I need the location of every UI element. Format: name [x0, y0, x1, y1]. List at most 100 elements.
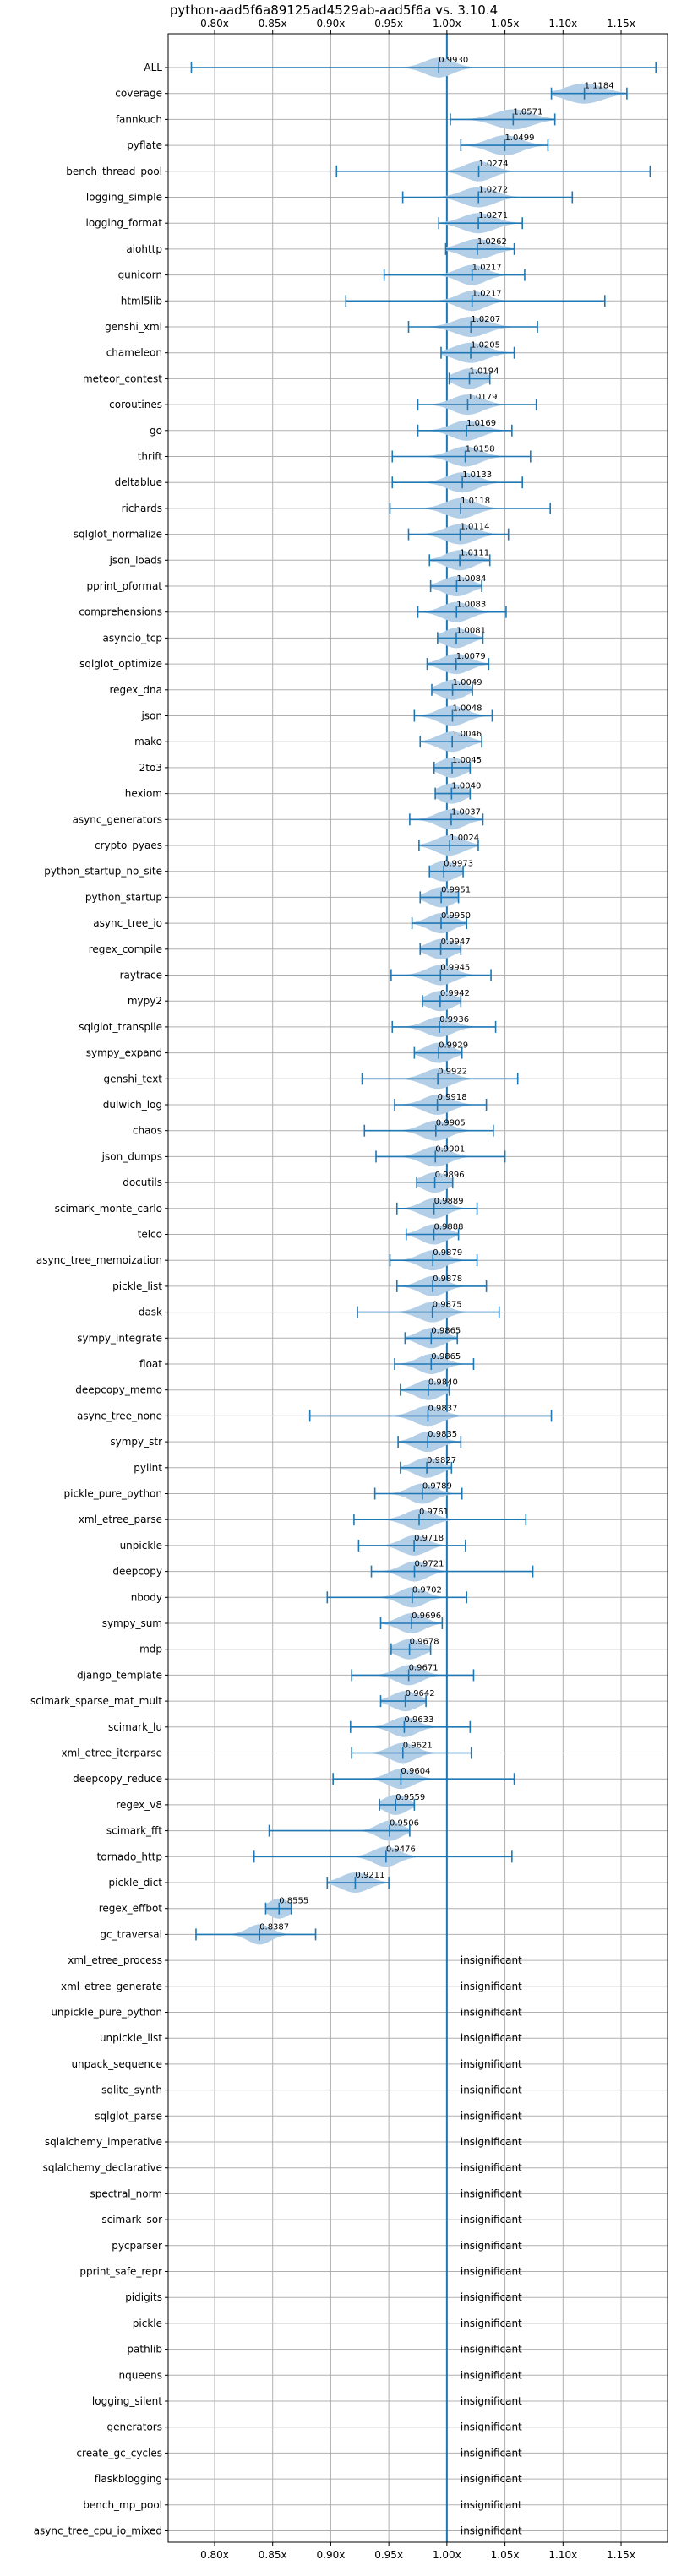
mean-value-label: 0.9671	[409, 1663, 439, 1672]
mean-value-label: 0.9973	[444, 860, 473, 869]
chart-title: python-aad5f6a89125ad4529ab-aad5f6a vs. …	[170, 3, 498, 18]
x-tick-label-bottom: 0.80x	[200, 2549, 229, 2561]
y-tick-label: docutils	[123, 1177, 162, 1188]
y-tick-label: meteor_contest	[83, 372, 162, 384]
y-tick-label: scimark_sor	[101, 2214, 162, 2225]
y-tick-label: telco	[138, 1229, 162, 1241]
insignificant-label: insignificant	[461, 2110, 522, 2122]
mean-value-label: 0.9875	[433, 1301, 462, 1310]
y-tick-label: scimark_monte_carlo	[55, 1203, 162, 1215]
y-tick-label: dask	[139, 1307, 162, 1318]
insignificant-label: insignificant	[461, 2162, 522, 2174]
y-tick-label: sqlglot_parse	[95, 2110, 162, 2122]
mean-value-label: 0.9905	[436, 1119, 466, 1128]
mean-value-label: 1.0083	[456, 601, 486, 610]
x-tick-label-top: 0.80x	[200, 18, 229, 30]
y-tick-label: scimark_sparse_mat_mult	[30, 1695, 162, 1707]
insignificant-label: insignificant	[461, 2421, 522, 2433]
y-tick-label: pickle_pure_python	[64, 1488, 162, 1500]
mean-value-label: 0.9621	[403, 1742, 433, 1751]
y-tick-label: pickle	[133, 2318, 162, 2329]
mean-value-label: 1.0037	[451, 807, 481, 817]
mean-value-label: 0.9951	[441, 885, 471, 894]
mean-value-label: 1.0274	[479, 160, 509, 169]
y-tick-label: go	[150, 425, 162, 437]
mean-value-label: 1.0571	[513, 107, 542, 117]
y-tick-label: logging_silent	[92, 2395, 162, 2407]
mean-value-label: 0.9942	[440, 989, 470, 998]
mean-value-label: 0.9947	[441, 937, 471, 947]
insignificant-label: insignificant	[461, 2240, 522, 2252]
y-tick-label: pycparser	[112, 2240, 162, 2252]
mean-value-label: 1.0169	[466, 419, 496, 428]
y-tick-label: flaskblogging	[95, 2473, 162, 2485]
mean-value-label: 0.9840	[428, 1378, 458, 1388]
y-tick-label: json_dumps	[101, 1150, 162, 1162]
y-tick-label: gunicorn	[118, 269, 162, 281]
y-tick-label: pprint_safe_repr	[79, 2266, 162, 2278]
mean-value-label: 0.9837	[428, 1404, 457, 1413]
mean-value-label: 0.9827	[427, 1456, 456, 1465]
y-tick-label: logging_format	[85, 217, 162, 229]
y-tick-label: sqlglot_optimize	[79, 658, 162, 670]
mean-value-label: 0.9211	[355, 1871, 384, 1880]
insignificant-label: insignificant	[461, 2369, 522, 2381]
y-tick-label: pyflate	[127, 139, 162, 151]
y-tick-label: sympy_str	[110, 1436, 162, 1448]
mean-value-label: 0.9761	[419, 1508, 449, 1517]
y-tick-label: bench_thread_pool	[66, 166, 162, 177]
y-tick-label: hexiom	[125, 788, 162, 800]
y-tick-label: asyncio_tcp	[102, 632, 162, 644]
mean-value-label: 0.8387	[259, 1922, 289, 1932]
x-tick-label-bottom: 1.15x	[607, 2549, 635, 2561]
y-tick-label: async_tree_cpu_io_mixed	[34, 2525, 162, 2537]
y-tick-label: fannkuch	[116, 113, 162, 125]
mean-value-label: 0.9835	[428, 1430, 457, 1439]
y-tick-label: unpickle_list	[100, 2032, 162, 2044]
y-tick-label: mypy2	[128, 995, 162, 1007]
y-tick-label: create_gc_cycles	[76, 2447, 162, 2459]
y-tick-label: comprehensions	[79, 606, 162, 618]
mean-value-label: 1.0079	[456, 652, 486, 661]
y-tick-label: deepcopy	[112, 1566, 162, 1578]
insignificant-label: insignificant	[461, 2058, 522, 2070]
mean-value-label: 1.0024	[450, 834, 479, 843]
mean-value-label: 0.9696	[412, 1611, 441, 1621]
insignificant-label: insignificant	[461, 1981, 522, 1992]
x-tick-label-top: 0.90x	[317, 18, 346, 30]
y-tick-label: sympy_integrate	[77, 1332, 162, 1344]
y-tick-label: regex_v8	[116, 1799, 162, 1811]
mean-value-label: 0.8555	[279, 1897, 308, 1906]
y-tick-label: python_startup	[85, 891, 162, 903]
x-tick-label-top: 1.15x	[607, 18, 635, 30]
y-tick-label: unpickle_pure_python	[51, 2007, 162, 2019]
y-tick-label: crypto_pyaes	[95, 840, 162, 851]
x-tick-label-top: 1.10x	[548, 18, 577, 30]
y-tick-label: pylint	[134, 1462, 162, 1474]
y-tick-label: ALL	[144, 62, 162, 73]
insignificant-label: insignificant	[461, 2318, 522, 2329]
x-tick-label-top: 1.05x	[491, 18, 520, 30]
y-tick-label: regex_compile	[89, 943, 162, 955]
insignificant-label: insignificant	[461, 2395, 522, 2407]
insignificant-label: insignificant	[461, 2266, 522, 2278]
insignificant-label: insignificant	[461, 2032, 522, 2044]
mean-value-label: 0.9930	[439, 56, 468, 65]
mean-value-label: 1.0118	[461, 497, 490, 506]
y-tick-label: genshi_xml	[105, 321, 162, 333]
y-tick-label: sympy_sum	[102, 1617, 162, 1629]
y-tick-label: sqlite_synth	[101, 2084, 162, 2096]
y-tick-label: unpickle	[120, 1540, 162, 1552]
y-tick-label: sqlglot_transpile	[79, 1021, 162, 1033]
y-tick-label: coroutines	[109, 399, 162, 410]
y-tick-label: sqlglot_normalize	[74, 529, 162, 541]
y-tick-label: xml_etree_iterparse	[61, 1747, 162, 1759]
mean-value-label: 1.0046	[452, 730, 482, 739]
mean-value-label: 0.9865	[431, 1326, 461, 1335]
mean-value-label: 0.9559	[395, 1793, 425, 1802]
y-tick-label: deepcopy_memo	[75, 1384, 162, 1396]
mean-value-label: 1.0217	[472, 264, 502, 273]
y-tick-label: python_startup_no_site	[44, 866, 162, 878]
mean-value-label: 0.9929	[439, 1041, 468, 1051]
y-tick-label: pickle_list	[112, 1280, 162, 1292]
